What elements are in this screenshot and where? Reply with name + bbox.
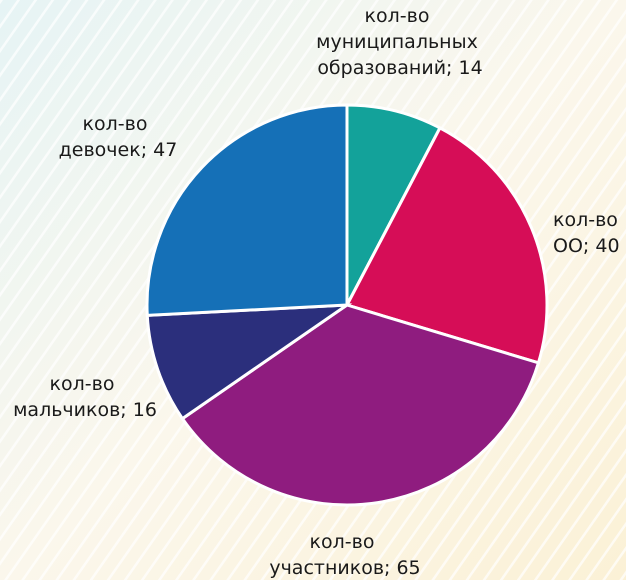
data-label: кол-во муниципальных образований; 14 [316, 5, 484, 79]
data-label: кол-во ОО; 40 [553, 209, 624, 257]
data-label: кол-во мальчиков; 16 [13, 373, 157, 421]
pie-slice [145, 303, 353, 421]
pie-slice [145, 103, 349, 317]
data-label: кол-во участников; 65 [269, 531, 420, 579]
data-label: кол-во девочек; 47 [59, 113, 178, 161]
pie-slice [180, 303, 541, 507]
pie-slice [344, 125, 549, 365]
pie-slice [345, 103, 442, 306]
